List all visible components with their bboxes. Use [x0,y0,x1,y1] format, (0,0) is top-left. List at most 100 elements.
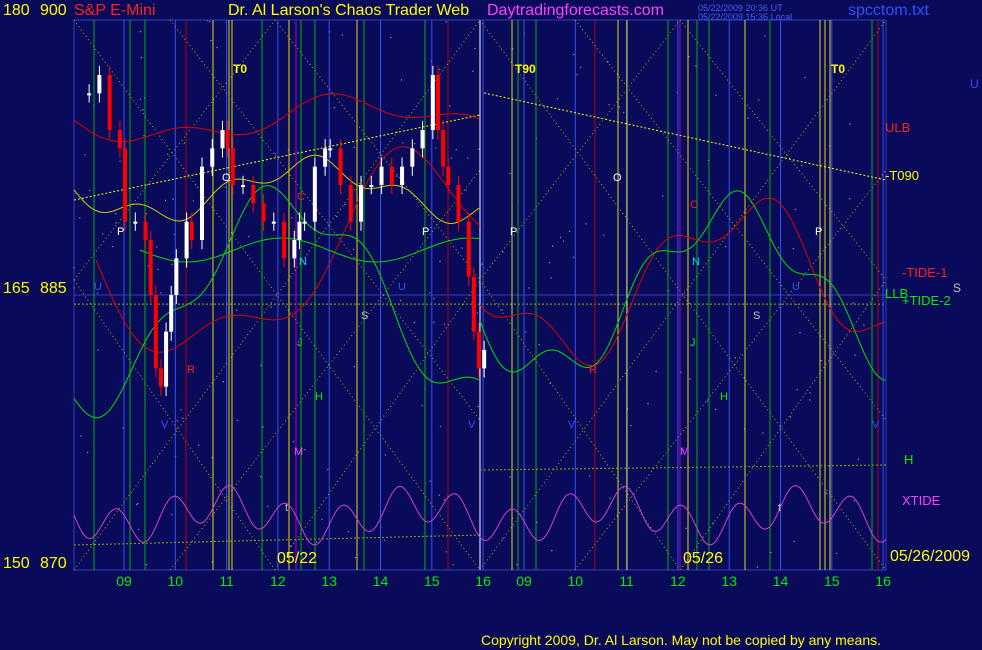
price-bar [430,75,435,130]
star-dot [770,551,772,554]
label-h: H [904,452,914,467]
star-dot [758,99,760,101]
file-name: spcctom.txt [848,2,929,19]
star-dot [435,147,437,149]
star-dot [439,260,441,263]
star-dot [455,149,457,151]
square-diagonal [73,19,276,281]
star-dot [515,563,518,566]
star-dot [224,186,226,188]
star-dot [139,30,142,33]
price-bar [184,221,189,259]
x-tick-label: 15 [824,573,840,589]
price-bar [164,331,169,387]
price-bar [199,166,204,240]
price-bar [158,368,163,387]
chart-title: Dr. Al Larson's Chaos Trader Web [228,2,470,19]
star-dot [297,341,300,343]
star-dot [572,256,575,258]
x-tick-label: 16 [875,573,891,589]
price-bar [174,258,179,295]
site-name: Daytradingforecasts.com [487,2,664,19]
star-dot [764,35,766,37]
star-dot [443,323,446,325]
instrument-title: S&P E-Mini [74,2,156,19]
star-dot [551,549,553,552]
price-bar [117,130,122,149]
date-right: 05/26 [683,550,724,567]
star-dot [661,195,664,197]
star-dot [429,480,431,482]
star-dot [608,104,610,106]
price-bar [379,166,384,185]
square-diagonal [479,279,681,571]
star-dot [262,426,264,428]
price-bar [97,75,102,94]
star-dot [630,424,632,427]
star-dot [157,268,159,271]
y-label-alt-top: 180 [3,2,30,19]
star-dot [715,94,717,96]
star-dot [589,475,591,477]
star-dot [449,105,451,107]
star-dot [430,226,432,229]
x-tick-label: 16 [475,573,491,589]
star-dot [550,277,552,279]
star-dot [809,392,811,394]
star-dot [433,321,435,323]
label-s: S [953,281,962,295]
star-dot [402,142,404,144]
star-dot [235,309,238,311]
star-dot [618,173,621,176]
annotation-u-2: U [398,281,406,293]
star-dot [96,292,99,294]
star-dot [198,444,200,446]
star-dot [478,148,480,150]
star-dot [192,200,195,202]
star-dot [97,349,99,351]
star-dot [270,306,272,308]
price-bar [456,185,461,222]
star-dot [383,539,386,541]
price-bar [369,185,374,187]
annotation-c-1: C [297,191,305,203]
annotation-c-2: C [690,199,698,211]
timestamp-ut: 05/22/2009 20:36 UT [698,3,783,13]
annotation-m-2: M [680,446,690,458]
annotation-v-2: V [468,419,476,431]
star-dot [413,322,416,324]
annotation-t0-left: T0 [233,62,248,76]
label-xtide: XTIDE [902,493,941,508]
star-dot [762,432,764,434]
star-dot [853,500,855,502]
star-dot [481,263,483,265]
star-dot [341,34,344,36]
star-dot [210,39,212,42]
star-dot [809,399,811,401]
star-dot [333,106,336,109]
price-bar [148,240,153,295]
star-dot [336,215,338,218]
star-dot [609,497,611,499]
x-tick-label: 12 [670,573,686,589]
star-dot [801,164,803,167]
star-dot [167,153,169,155]
annotation-h-2: H [720,391,728,403]
star-dot [344,203,346,206]
price-bar [225,130,230,149]
x-tick-label: 11 [219,573,234,589]
label-tide2: +TIDE-2 [902,293,951,308]
star-dot [792,247,795,250]
star-dot [509,172,511,175]
star-dot [143,135,145,137]
y-label-top: 900 [40,2,67,19]
annotation-t-2: t [778,502,782,514]
star-dot [793,540,795,543]
price-bar [400,166,405,185]
x-tick-label: 15 [424,573,440,589]
star-dot [145,213,148,215]
star-dot [211,457,213,459]
star-dot [580,66,582,69]
annotation-s-2: S [753,310,761,322]
price-bar [435,75,440,130]
